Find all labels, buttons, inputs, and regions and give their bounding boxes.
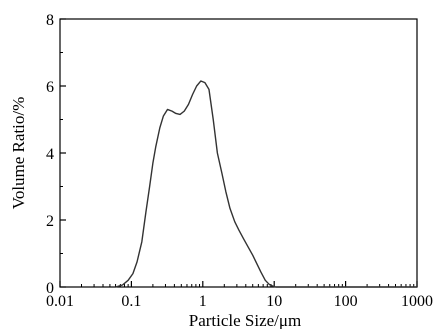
- y-tick-label: 0: [46, 280, 54, 297]
- y-tick-label: 6: [46, 79, 54, 96]
- y-axis-ticks: 0 2 4 6 8: [46, 12, 66, 297]
- x-tick-label: 10: [266, 293, 282, 310]
- y-tick-label: 2: [46, 213, 54, 230]
- plot-frame: [59, 18, 418, 288]
- x-tick-label: 0.1: [121, 293, 141, 310]
- y-tick-label: 4: [46, 146, 54, 163]
- y-tick-label: 8: [46, 12, 54, 29]
- series-line: [115, 80, 417, 288]
- x-axis-title: Particle Size/μm: [189, 311, 302, 329]
- x-axis-ticks: 0.01 0.1 1 10 100 1000: [46, 281, 433, 310]
- x-tick-label: 100: [334, 293, 358, 310]
- x-tick-label: 0.01: [46, 293, 74, 310]
- y-axis-title: Volume Ratio/%: [9, 97, 28, 210]
- x-tick-label: 1: [199, 293, 207, 310]
- x-tick-label: 1000: [401, 293, 433, 310]
